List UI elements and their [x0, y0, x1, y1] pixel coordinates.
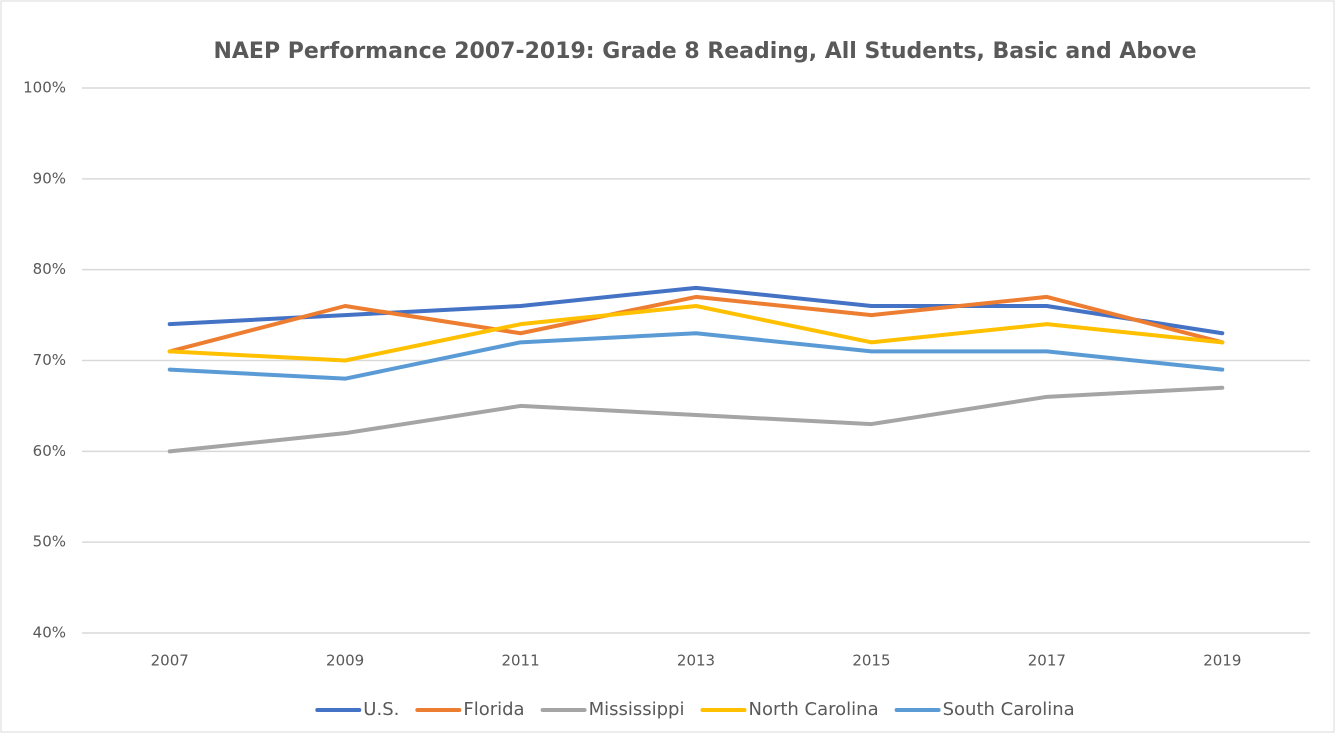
y-tick-label: 80%: [33, 260, 66, 278]
y-tick-label: 50%: [33, 533, 66, 551]
series-line: [167, 331, 1225, 381]
x-tick-label: 2017: [1028, 652, 1066, 670]
x-tick-label: 2009: [326, 652, 364, 670]
series-line: [167, 385, 1225, 454]
series-line: [167, 285, 1225, 336]
y-tick-label: 70%: [33, 351, 66, 369]
legend-label: North Carolina: [748, 699, 878, 720]
y-tick-label: 40%: [33, 624, 66, 642]
legend: U.S. Florida Mississippi North Carolina Sout…: [315, 699, 1075, 720]
x-tick-label: 2015: [852, 652, 890, 670]
x-tick-label: 2019: [1203, 652, 1241, 670]
x-tick-label: 2007: [151, 652, 189, 670]
series-line: [167, 304, 1225, 363]
chart-title: NAEP Performance 2007-2019: Grade 8 Read…: [213, 39, 1196, 64]
legend-label: Mississippi: [589, 699, 685, 720]
legend-label: Florida: [463, 699, 524, 720]
y-tick-label: 100%: [23, 79, 66, 97]
x-tick-label: 2013: [677, 652, 715, 670]
legend-label: South Carolina: [943, 699, 1075, 720]
y-tick-label: 90%: [33, 169, 66, 187]
series-line: [167, 294, 1225, 354]
y-tick-label: 60%: [33, 442, 66, 460]
legend-label: U.S.: [363, 699, 399, 720]
x-tick-label: 2011: [501, 652, 539, 670]
